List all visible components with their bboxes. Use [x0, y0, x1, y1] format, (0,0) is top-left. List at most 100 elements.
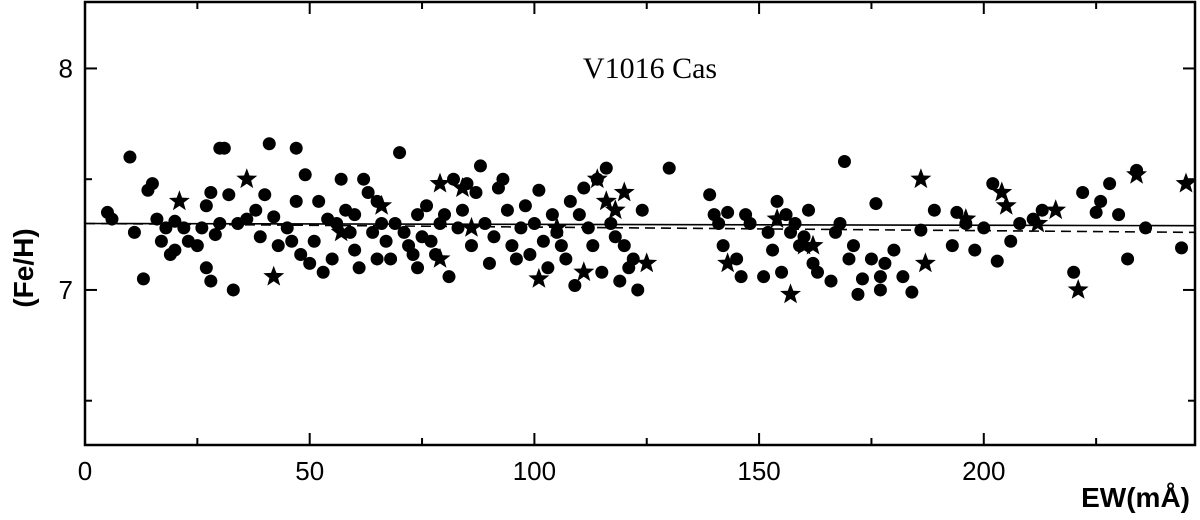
- data-point-circle: [833, 217, 847, 230]
- data-point-circle: [1013, 217, 1027, 230]
- data-point-circle: [824, 274, 838, 288]
- data-point-star: [528, 267, 550, 288]
- data-point-circle: [199, 199, 213, 213]
- data-point-circle: [1175, 241, 1189, 255]
- data-point-circle: [775, 265, 789, 279]
- data-point-circle: [249, 203, 263, 217]
- data-point-circle: [406, 248, 420, 262]
- data-point-circle: [298, 168, 312, 182]
- data-point-circle: [977, 221, 991, 235]
- data-point-circle: [482, 256, 496, 270]
- data-point-circle: [757, 270, 771, 284]
- data-point-circle: [914, 223, 928, 237]
- data-point-circle: [195, 221, 209, 235]
- data-point-circle: [348, 243, 362, 257]
- data-point-circle: [240, 212, 254, 226]
- data-point-circle: [568, 279, 582, 293]
- data-point-circle: [316, 265, 330, 279]
- data-point-circle: [662, 161, 676, 175]
- data-point-circle: [873, 270, 887, 284]
- data-point-circle: [802, 203, 816, 217]
- data-point-circle: [855, 272, 869, 286]
- data-point-circle: [716, 239, 730, 253]
- data-point-circle: [469, 185, 483, 199]
- data-point-circle: [990, 254, 1004, 268]
- data-point-circle: [496, 172, 510, 186]
- data-point-circle: [361, 185, 375, 199]
- data-point-circle: [217, 141, 231, 155]
- data-point-circle: [1076, 185, 1090, 199]
- data-point-circle: [325, 252, 339, 266]
- data-point-circle: [536, 234, 550, 248]
- data-point-star: [1175, 172, 1197, 193]
- data-point-circle: [473, 159, 487, 173]
- data-point-circle: [617, 239, 631, 253]
- data-point-circle: [289, 141, 303, 155]
- data-point-circle: [968, 243, 982, 257]
- data-point-circle: [896, 270, 910, 284]
- data-point-star: [604, 199, 626, 220]
- data-point-star: [586, 168, 608, 189]
- data-point-circle: [154, 234, 168, 248]
- points-group: [100, 137, 1197, 304]
- data-point-star: [461, 216, 482, 237]
- data-point-circle: [541, 261, 555, 275]
- data-point-star: [429, 247, 451, 268]
- data-point-circle: [213, 217, 227, 230]
- data-point-circle: [734, 270, 748, 284]
- y-tick-label: 8: [59, 53, 73, 83]
- data-point-circle: [411, 261, 425, 275]
- data-point-star: [546, 216, 568, 237]
- data-point-circle: [447, 172, 461, 186]
- data-point-star: [1126, 163, 1147, 184]
- data-point-circle: [878, 256, 892, 270]
- data-point-circle: [518, 199, 532, 213]
- data-point-circle: [411, 208, 425, 222]
- data-point-star: [802, 234, 824, 255]
- data-point-circle: [487, 230, 501, 244]
- data-point-circle: [262, 137, 276, 151]
- data-point-circle: [253, 230, 267, 244]
- data-point-circle: [554, 239, 568, 253]
- data-point-star: [995, 194, 1017, 215]
- data-point-circle: [869, 197, 883, 211]
- data-point-circle: [851, 287, 865, 301]
- data-point-circle: [199, 261, 213, 275]
- data-point-star: [914, 252, 936, 273]
- data-point-circle: [478, 217, 492, 230]
- data-point-circle: [303, 256, 317, 270]
- data-point-circle: [177, 221, 191, 235]
- data-point-circle: [1112, 208, 1126, 222]
- data-point-circle: [788, 217, 802, 230]
- data-point-circle: [294, 248, 308, 262]
- x-tick-label: 150: [737, 456, 780, 486]
- data-point-circle: [599, 161, 613, 175]
- data-point-circle: [285, 234, 299, 248]
- ticks-group: 0 50 100 150 200 7 8: [59, 2, 1195, 486]
- data-point-circle: [905, 285, 919, 299]
- data-point-circle: [442, 270, 456, 284]
- data-point-star: [955, 208, 977, 228]
- data-point-star: [168, 190, 190, 211]
- data-point-star: [1045, 199, 1067, 220]
- data-point-circle: [837, 154, 851, 168]
- data-point-circle: [357, 172, 371, 186]
- fit-line-solid: [84, 222, 1196, 227]
- data-point-circle: [1089, 205, 1103, 219]
- data-point-circle: [721, 205, 735, 219]
- data-point-circle: [1067, 265, 1081, 279]
- data-point-circle: [123, 150, 137, 164]
- data-point-circle: [1139, 221, 1153, 235]
- data-point-circle: [927, 203, 941, 217]
- data-point-circle: [127, 225, 141, 239]
- data-point-star: [330, 221, 352, 242]
- y-axis-title: (Fe/H): [8, 228, 39, 307]
- data-point-circle: [150, 212, 164, 226]
- data-point-circle: [712, 217, 726, 230]
- data-point-circle: [559, 252, 573, 266]
- y-tick-label: 7: [59, 275, 73, 305]
- data-point-circle: [366, 225, 380, 239]
- data-point-circle: [208, 228, 222, 242]
- data-point-star: [780, 283, 801, 304]
- data-point-star: [793, 234, 815, 255]
